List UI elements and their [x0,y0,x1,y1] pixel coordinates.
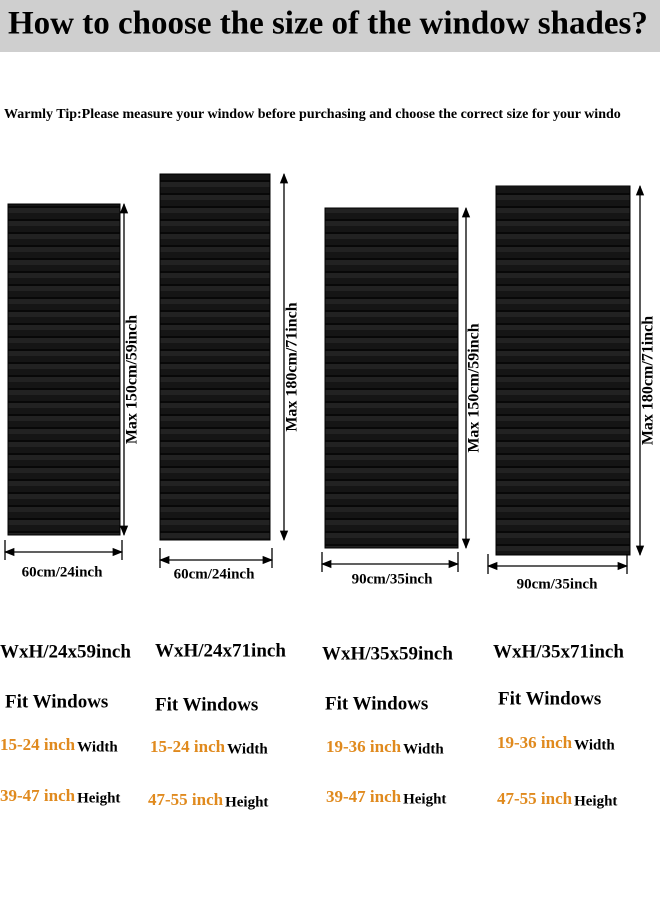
range-label: Height [225,794,268,810]
size: WxH/24x59inch [0,641,131,662]
title-bar [0,0,660,52]
range: 47-55 inch [148,790,224,809]
width-dimension: 90cm/35inch [352,571,433,587]
size: WxH/35x71inch [493,641,624,662]
fit-label: Fit Windows [325,693,428,714]
range-label: Width [403,741,444,757]
range-label: Width [227,741,268,757]
range-label: Height [574,793,617,809]
width-dimension: 60cm/24inch [22,564,103,580]
range: 47-55 inch [497,789,573,808]
range: 19-36 inch [326,737,402,756]
width-dimension: 90cm/35inch [517,576,598,592]
height-dimension: Max 180cm/71inch [640,316,657,445]
shade [324,207,459,549]
fit-label: Fit Windows [498,688,601,709]
shade [7,203,121,536]
title: How to choose the size of the window sha… [8,6,648,42]
shade [495,185,631,556]
range: 15-24 inch [150,737,226,756]
range-label: Width [77,739,118,755]
size: WxH/35x59inch [322,643,453,664]
tip: Warmly Tip:Please measure your window be… [4,107,621,122]
height-dimension: Max 150cm/59inch [124,315,141,444]
shade [159,173,271,541]
width-dimension: 60cm/24inch [174,566,255,582]
range-label: Width [574,737,615,753]
range-label: Height [403,791,446,807]
height-dimension: Max 180cm/71inch [284,302,301,431]
range: 39-47 inch [0,786,76,805]
height-dimension: Max 150cm/59inch [466,323,483,452]
range: 39-47 inch [326,787,402,806]
range-label: Height [77,790,120,806]
size: WxH/24x71inch [155,640,286,661]
fit-label: Fit Windows [155,694,258,715]
range: 15-24 inch [0,735,76,754]
range: 19-36 inch [497,733,573,752]
fit-label: Fit Windows [5,691,108,712]
